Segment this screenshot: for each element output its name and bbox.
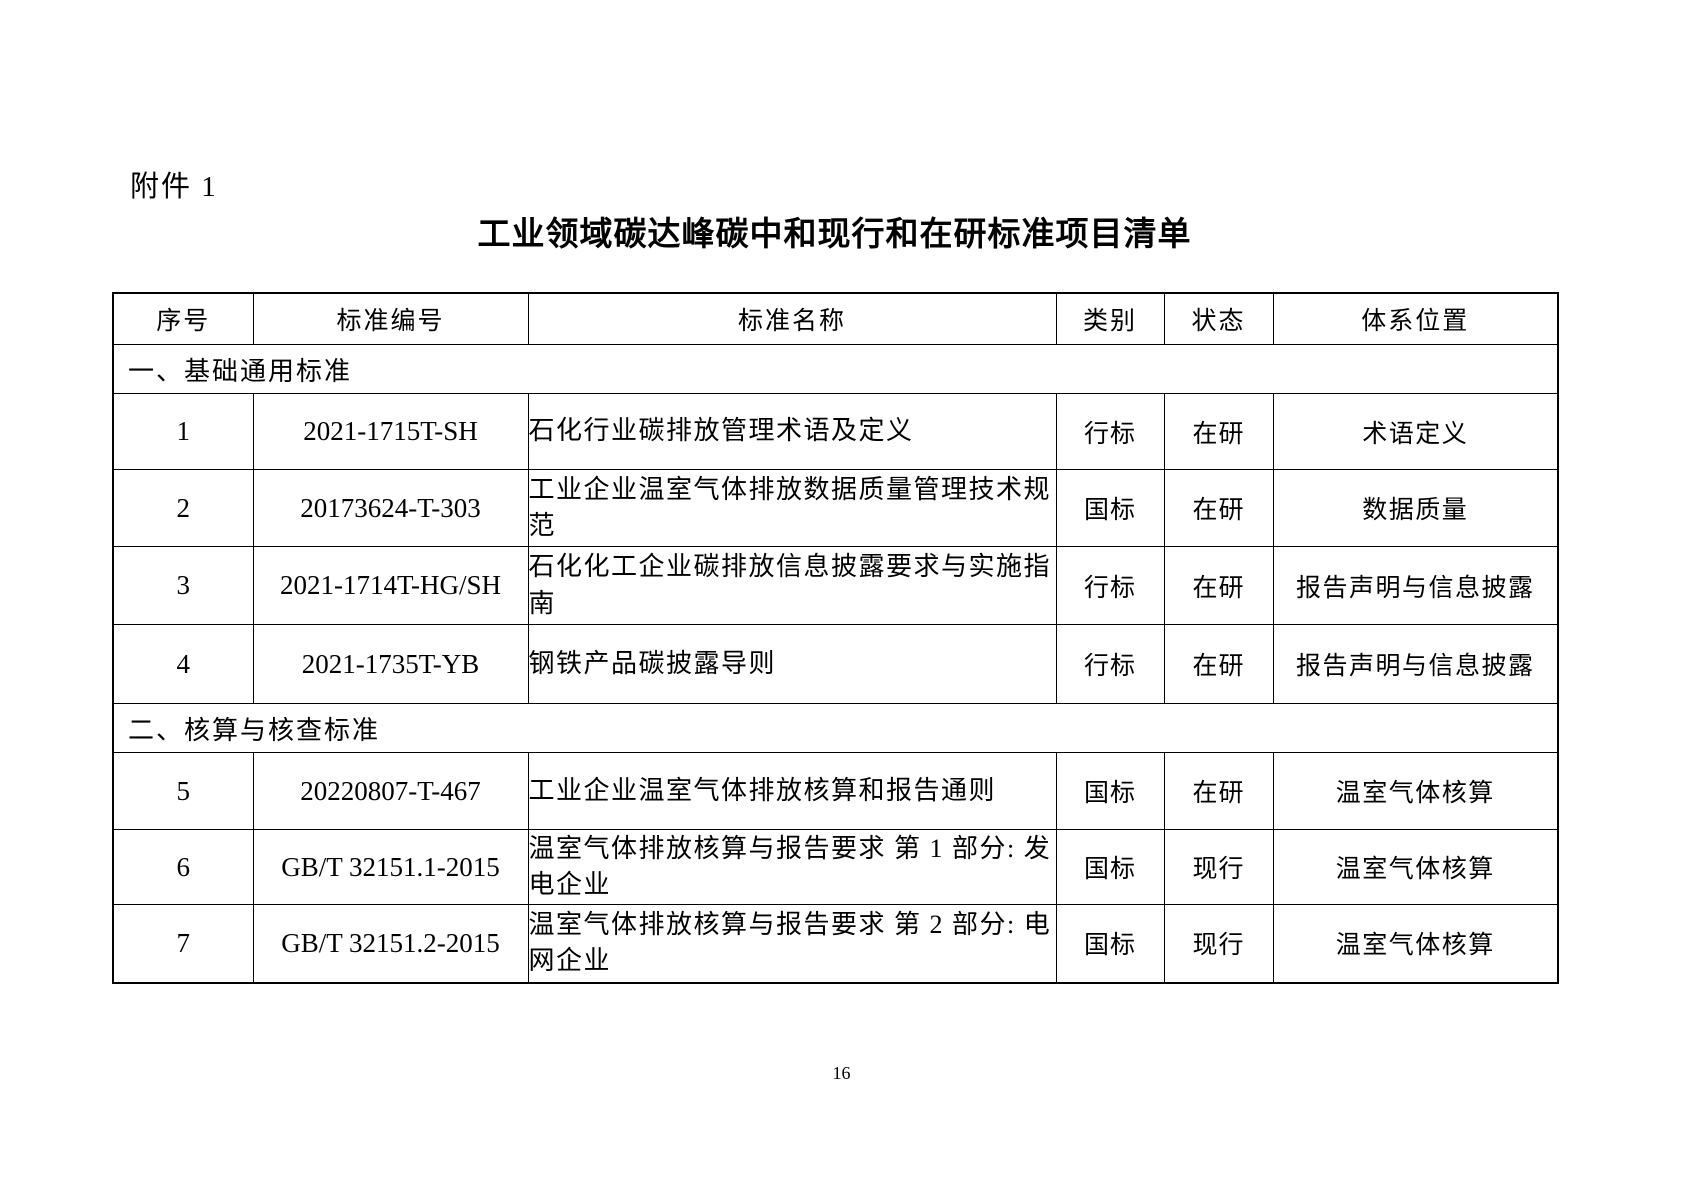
- col-header-no: 序号: [112, 292, 254, 345]
- cell-position: 报告声明与信息披露: [1272, 624, 1559, 704]
- cell-category: 行标: [1055, 546, 1165, 625]
- page-title: 工业领域碳达峰碳中和现行和在研标准项目清单: [477, 215, 1192, 252]
- page-number: 16: [832, 1063, 851, 1083]
- cell-code: 20173624-T-303: [252, 469, 529, 547]
- col-header-code: 标准编号: [252, 292, 529, 345]
- cell-position: 数据质量: [1272, 469, 1559, 547]
- cell-code: GB/T 32151.1-2015: [252, 829, 529, 905]
- cell-name: 工业企业温室气体排放核算和报告通则: [527, 752, 1057, 830]
- cell-no: 3: [112, 546, 254, 625]
- cell-no: 2: [112, 469, 254, 547]
- table-row: 7 GB/T 32151.2-2015 温室气体排放核算与报告要求 第 2 部分…: [112, 904, 1559, 983]
- cell-no: 7: [112, 904, 254, 983]
- cell-position: 温室气体核算: [1272, 904, 1559, 983]
- cell-category: 国标: [1055, 829, 1165, 905]
- cell-name: 钢铁产品碳披露导则: [527, 624, 1057, 704]
- cell-status: 现行: [1163, 904, 1274, 983]
- col-header-status: 状态: [1163, 292, 1274, 345]
- attachment-label: 附件 1: [130, 171, 218, 203]
- section-row: 二、核算与核查标准: [112, 703, 1559, 753]
- standards-table: 序号 标准编号 标准名称 类别 状态 体系位置 一、基础通用标准 1 2021-…: [112, 292, 1559, 984]
- cell-status: 在研: [1163, 469, 1274, 547]
- cell-position: 温室气体核算: [1272, 829, 1559, 905]
- col-header-name: 标准名称: [527, 292, 1057, 345]
- cell-code: 2021-1735T-YB: [252, 624, 529, 704]
- cell-status: 在研: [1163, 752, 1274, 830]
- section-title: 一、基础通用标准: [112, 344, 1559, 394]
- table-header-row: 序号 标准编号 标准名称 类别 状态 体系位置: [112, 292, 1559, 345]
- section-title: 二、核算与核查标准: [112, 703, 1559, 753]
- cell-name: 温室气体排放核算与报告要求 第 2 部分: 电网企业: [527, 904, 1057, 983]
- cell-position: 术语定义: [1272, 393, 1559, 470]
- table-row: 1 2021-1715T-SH 石化行业碳排放管理术语及定义 行标 在研 术语定…: [112, 393, 1559, 470]
- cell-name: 温室气体排放核算与报告要求 第 1 部分: 发电企业: [527, 829, 1057, 905]
- cell-status: 在研: [1163, 393, 1274, 470]
- cell-category: 国标: [1055, 469, 1165, 547]
- cell-position: 报告声明与信息披露: [1272, 546, 1559, 625]
- cell-name: 工业企业温室气体排放数据质量管理技术规范: [527, 469, 1057, 547]
- cell-status: 在研: [1163, 546, 1274, 625]
- cell-no: 6: [112, 829, 254, 905]
- cell-no: 4: [112, 624, 254, 704]
- cell-code: 2021-1714T-HG/SH: [252, 546, 529, 625]
- section-row: 一、基础通用标准: [112, 344, 1559, 394]
- table-row: 2 20173624-T-303 工业企业温室气体排放数据质量管理技术规范 国标…: [112, 469, 1559, 547]
- cell-name: 石化化工企业碳排放信息披露要求与实施指南: [527, 546, 1057, 625]
- cell-category: 国标: [1055, 904, 1165, 983]
- cell-category: 国标: [1055, 752, 1165, 830]
- table-row: 6 GB/T 32151.1-2015 温室气体排放核算与报告要求 第 1 部分…: [112, 829, 1559, 905]
- table-row: 4 2021-1735T-YB 钢铁产品碳披露导则 行标 在研 报告声明与信息披…: [112, 624, 1559, 704]
- cell-name: 石化行业碳排放管理术语及定义: [527, 393, 1057, 470]
- cell-code: 20220807-T-467: [252, 752, 529, 830]
- table-row: 3 2021-1714T-HG/SH 石化化工企业碳排放信息披露要求与实施指南 …: [112, 546, 1559, 625]
- cell-category: 行标: [1055, 624, 1165, 704]
- col-header-category: 类别: [1055, 292, 1165, 345]
- col-header-position: 体系位置: [1272, 292, 1559, 345]
- cell-category: 行标: [1055, 393, 1165, 470]
- table-row: 5 20220807-T-467 工业企业温室气体排放核算和报告通则 国标 在研…: [112, 752, 1559, 830]
- cell-status: 现行: [1163, 829, 1274, 905]
- cell-status: 在研: [1163, 624, 1274, 704]
- cell-code: GB/T 32151.2-2015: [252, 904, 529, 983]
- cell-code: 2021-1715T-SH: [252, 393, 529, 470]
- cell-no: 5: [112, 752, 254, 830]
- title-container: 工业领域碳达峰碳中和现行和在研标准项目清单: [112, 207, 1557, 255]
- cell-no: 1: [112, 393, 254, 470]
- cell-position: 温室气体核算: [1272, 752, 1559, 830]
